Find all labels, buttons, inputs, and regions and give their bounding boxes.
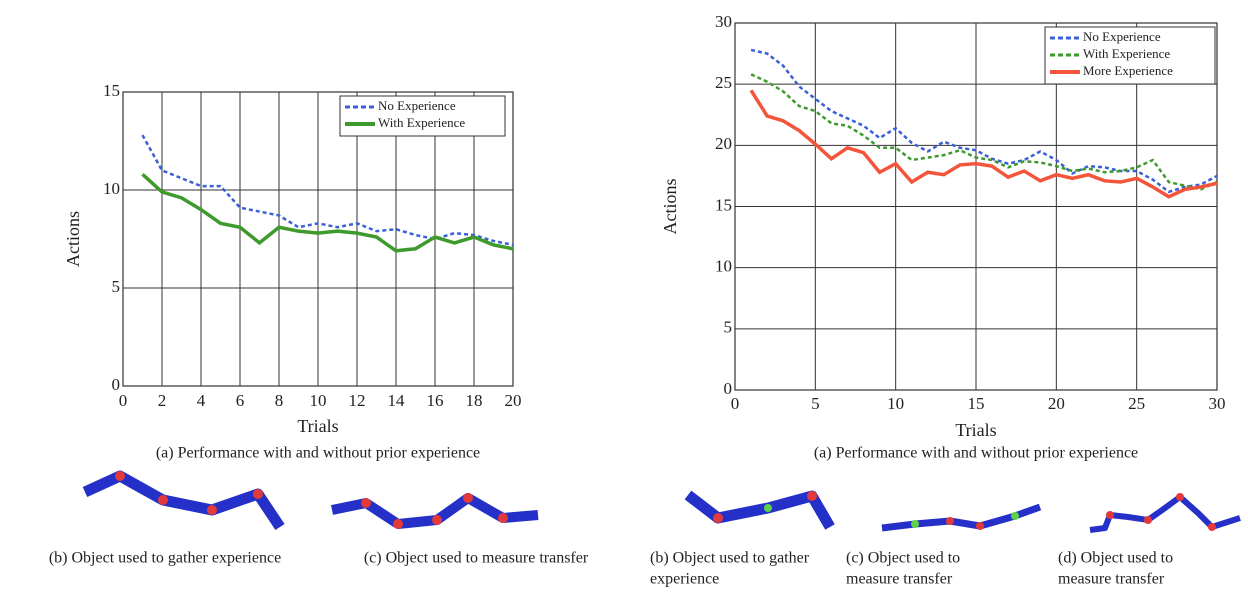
- y-tick-label: 20: [715, 134, 732, 153]
- joint: [498, 513, 508, 523]
- object-c2: [881, 503, 1042, 532]
- x-tick-label: 10: [310, 391, 327, 410]
- data-line: [750, 48, 1218, 194]
- y-tick-label: 15: [103, 81, 120, 100]
- panel-caption: (b) Object used to gather: [650, 550, 810, 567]
- y-tick-label: 5: [724, 318, 733, 337]
- legend-box: [339, 95, 506, 137]
- joint: [764, 504, 772, 512]
- y-axis-label: Actions: [63, 211, 83, 267]
- y-tick-label: 25: [715, 73, 732, 92]
- y-tick-label: 15: [715, 195, 732, 214]
- joint: [463, 493, 473, 503]
- joint: [432, 515, 442, 525]
- joint: [253, 489, 263, 499]
- chart-caption: (a) Performance with and without prior e…: [156, 445, 480, 462]
- panel-caption: (c) Object used to: [846, 550, 960, 567]
- y-tick-label: 30: [715, 12, 732, 31]
- x-axis-label: Trials: [297, 416, 338, 436]
- x-tick-label: 30: [1209, 394, 1226, 413]
- y-axis-label: Actions: [660, 179, 680, 235]
- joint: [1106, 511, 1114, 519]
- legend-label: With Experience: [378, 115, 465, 130]
- panel-caption: (b) Object used to gather experience: [49, 550, 281, 567]
- y-tick-label: 10: [715, 257, 732, 276]
- y-tick-label: 10: [103, 179, 120, 198]
- joint: [807, 491, 817, 501]
- joint: [911, 520, 919, 528]
- x-tick-label: 6: [236, 391, 245, 410]
- x-tick-label: 0: [731, 394, 740, 413]
- joint: [946, 517, 954, 525]
- object-b: [82, 470, 285, 531]
- legend-label: More Experience: [1083, 63, 1173, 78]
- joint: [207, 505, 217, 515]
- joint: [1176, 493, 1184, 501]
- y-tick-label: 0: [112, 375, 121, 394]
- object-d: [1089, 494, 1241, 533]
- legend-box: [1044, 26, 1216, 85]
- x-tick-label: 2: [158, 391, 167, 410]
- joint: [361, 498, 371, 508]
- x-tick-label: 8: [275, 391, 284, 410]
- object-b2: [684, 490, 835, 530]
- x-tick-label: 12: [349, 391, 366, 410]
- x-tick-label: 20: [1048, 394, 1065, 413]
- x-tick-label: 14: [388, 391, 406, 410]
- x-axis-label: Trials: [955, 420, 996, 440]
- joint: [1144, 516, 1152, 524]
- panel-caption: measure transfer: [1058, 571, 1165, 588]
- x-tick-label: 10: [887, 394, 904, 413]
- data-line: [750, 73, 1218, 191]
- x-tick-label: 25: [1128, 394, 1145, 413]
- joint: [393, 519, 403, 529]
- x-tick-label: 20: [505, 391, 522, 410]
- x-tick-label: 5: [811, 394, 820, 413]
- panel-caption: (d) Object used to: [1058, 550, 1173, 567]
- data-line: [141, 173, 514, 253]
- joint: [158, 495, 168, 505]
- joint: [1011, 512, 1019, 520]
- joint: [1208, 523, 1216, 531]
- panel-caption: (c) Object used to measure transfer: [364, 550, 589, 567]
- x-tick-label: 4: [197, 391, 206, 410]
- joint: [713, 513, 723, 523]
- x-tick-label: 0: [119, 391, 128, 410]
- x-tick-label: 16: [427, 391, 444, 410]
- object-drawings: [82, 470, 1241, 533]
- x-tick-label: 15: [968, 394, 985, 413]
- chart-caption: (a) Performance with and without prior e…: [814, 445, 1138, 462]
- y-tick-label: 5: [112, 277, 121, 296]
- legend-label: No Experience: [378, 98, 456, 113]
- data-line: [141, 134, 514, 247]
- joint: [976, 522, 984, 530]
- x-tick-label: 18: [466, 391, 483, 410]
- panel-caption: measure transfer: [846, 571, 953, 588]
- data-line: [749, 89, 1218, 199]
- y-tick-label: 0: [724, 379, 733, 398]
- legend-label: No Experience: [1083, 29, 1161, 44]
- legend-label: With Experience: [1083, 46, 1170, 61]
- joint: [115, 471, 125, 481]
- panel-caption: experience: [650, 571, 719, 588]
